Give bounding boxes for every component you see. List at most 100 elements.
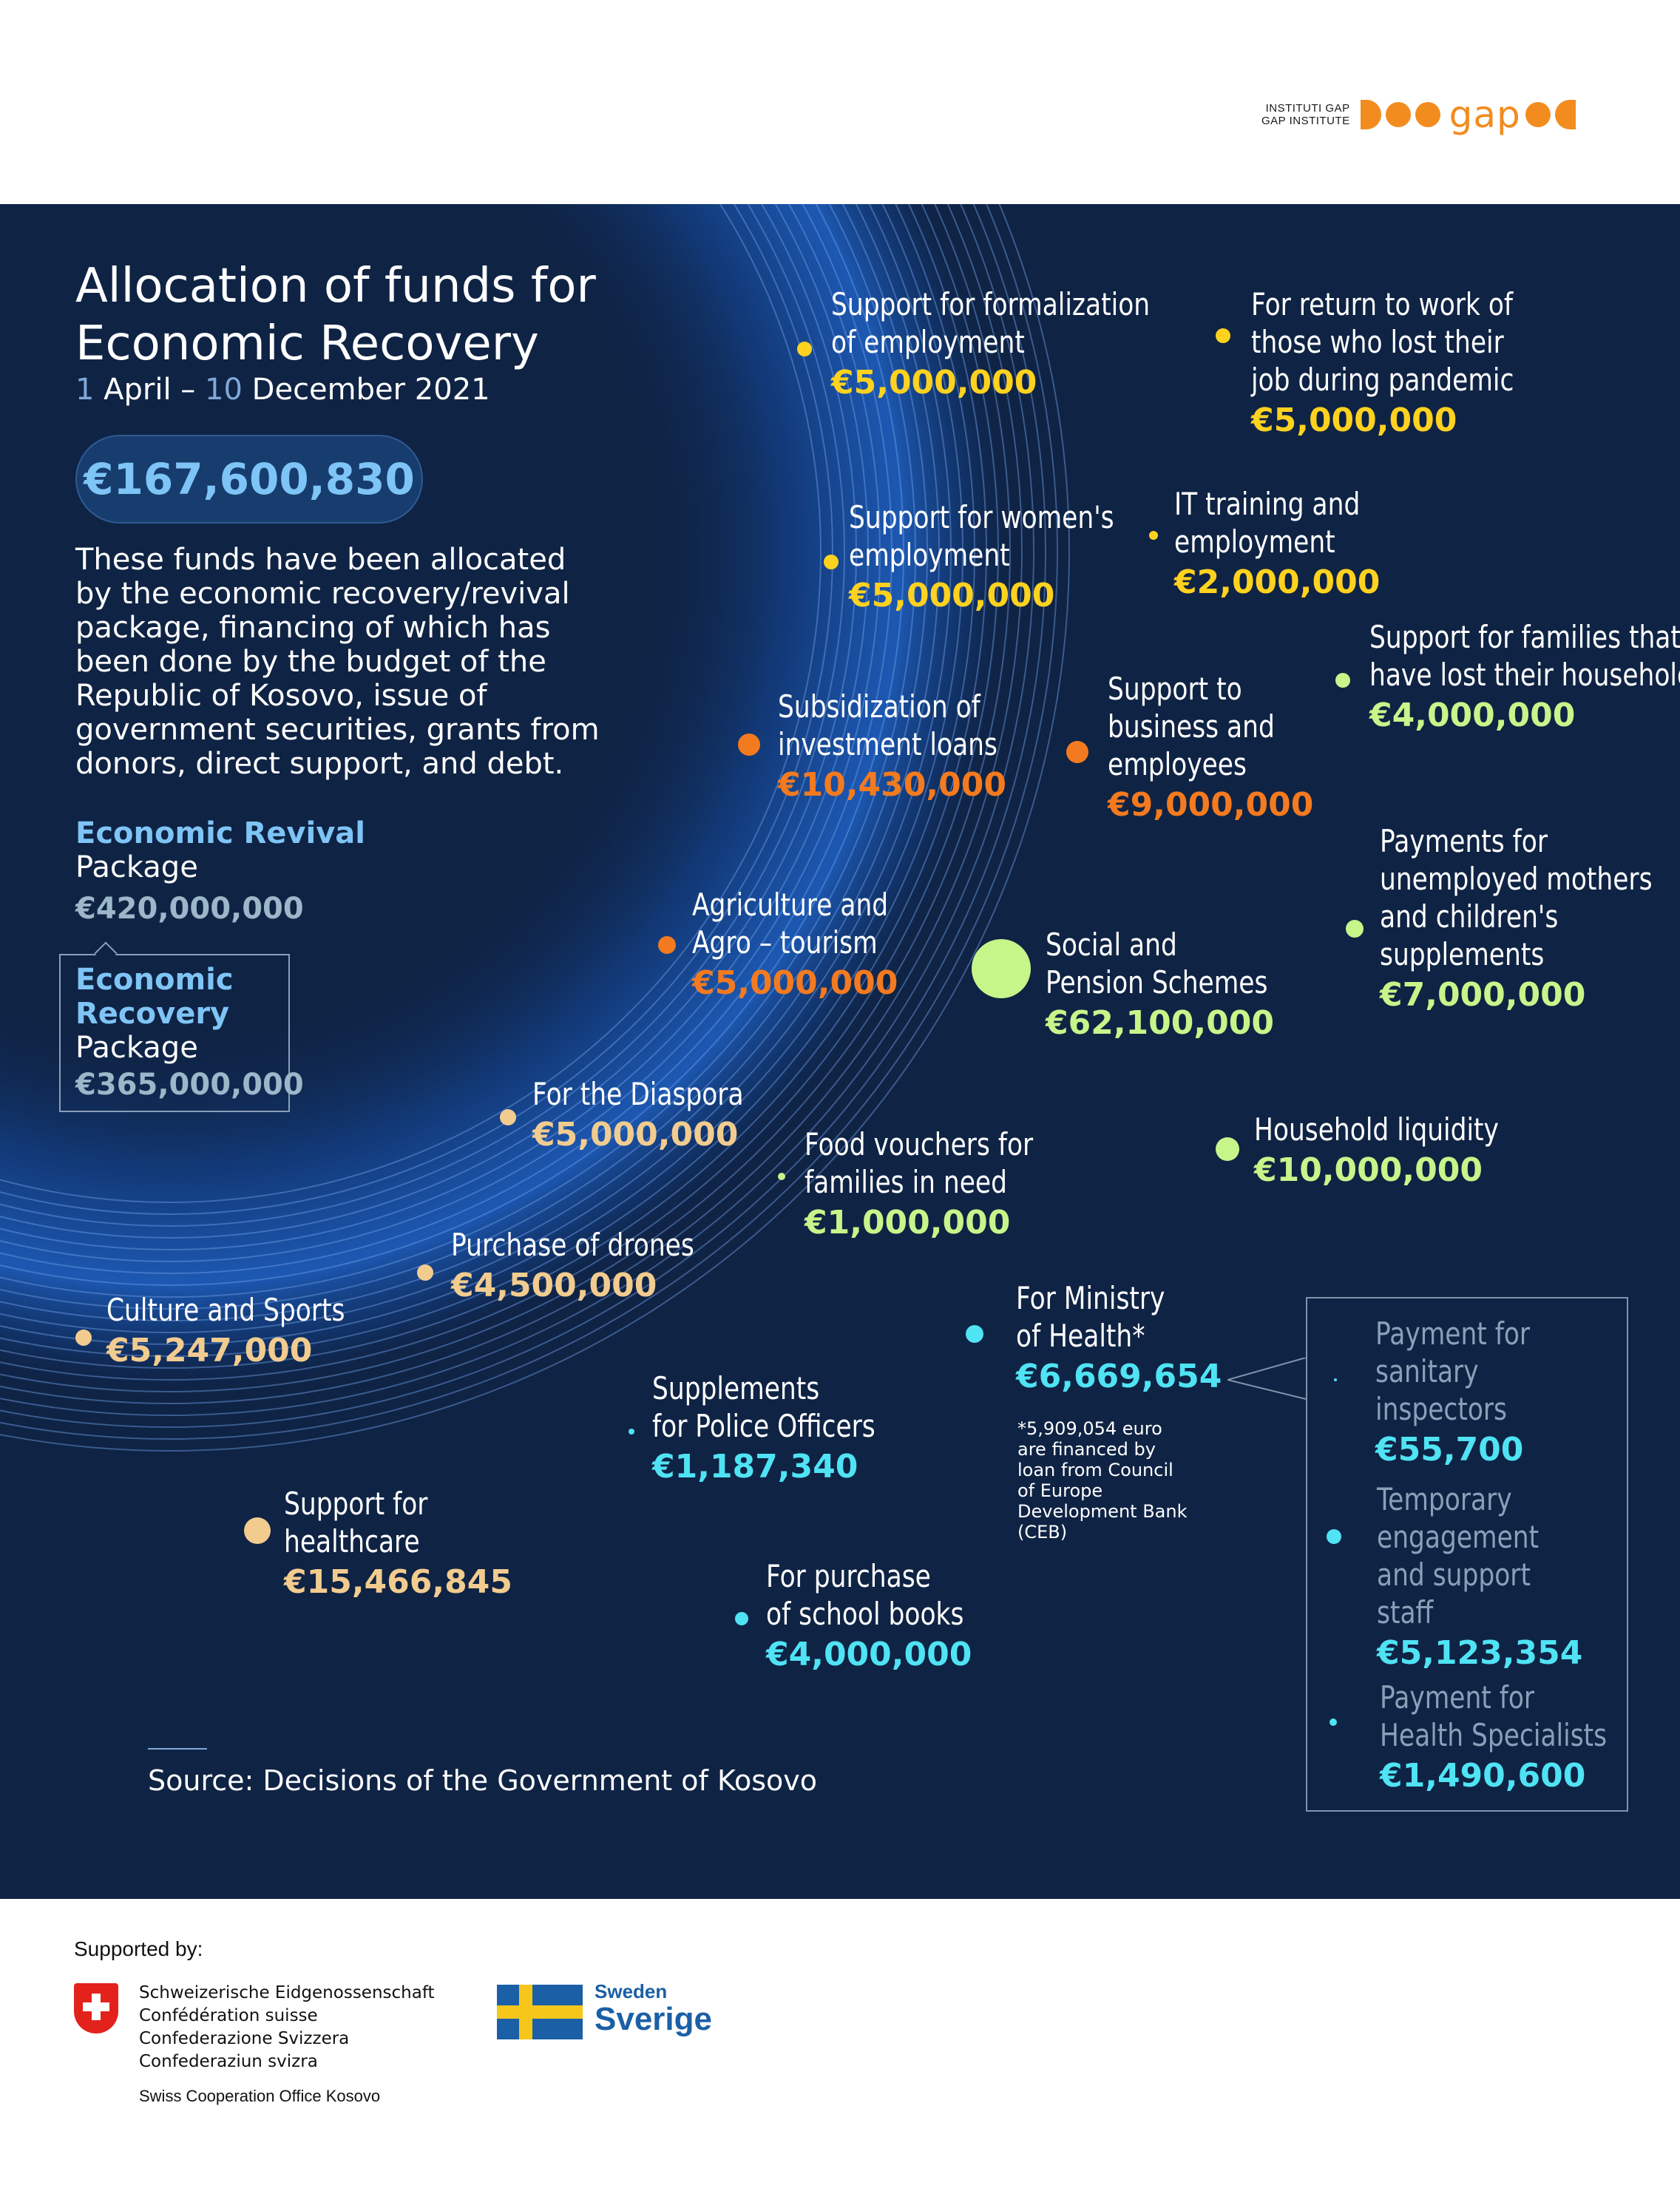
food-vouchers-dot-icon (778, 1173, 785, 1180)
date-range: 1 April – 10 December 2021 (75, 373, 490, 407)
item-value: €2,000,000 (1174, 563, 1381, 601)
item-label: For the Diaspora (532, 1076, 744, 1112)
recovery-package-value: €365,000,000 (75, 1068, 304, 1102)
item-label: Subsidization of (778, 688, 980, 725)
decorative-arc (0, 204, 857, 1239)
decorative-arc (0, 204, 940, 1321)
revival-package-title: Economic Revival (75, 816, 365, 850)
logo-half-dot-icon (1554, 100, 1576, 129)
item-label: Culture and Sports (106, 1292, 345, 1328)
police-dot-icon (629, 1429, 634, 1435)
item-value: €9,000,000 (1108, 786, 1314, 824)
item-sanitary-inspectors: Payment for sanitary inspectors €55,700 (1375, 1315, 1564, 1469)
item-value: €5,123,354 (1377, 1634, 1583, 1672)
swiss-line-3: Confederazione Svizzera (139, 2029, 350, 2048)
sverige-label: Sverige (595, 2001, 712, 2037)
item-label: families in need (805, 1164, 1007, 1200)
item-value: €4,500,000 (451, 1267, 657, 1304)
item-household-liquidity: Household liquidity €10,000,000 (1254, 1111, 1553, 1189)
breakdown-callout-pointer (1227, 1358, 1307, 1400)
logo-subtitle-line-1: INSTITUTI GAP (1265, 102, 1350, 115)
item-label: Food vouchers for (805, 1126, 1034, 1162)
item-label: for Police Officers (652, 1408, 875, 1444)
decorative-arc (0, 204, 1023, 1404)
item-label: Agro – tourism (692, 924, 878, 961)
item-label: Payment for (1375, 1315, 1531, 1352)
ministry-health-footnote: *5,909,054 euro are financed by loan fro… (1017, 1418, 1188, 1542)
gap-institute-logo: INSTITUTI GAP GAP INSTITUTE gap (1261, 95, 1580, 135)
item-label: job during pandemic (1251, 362, 1514, 398)
title-line-2: Economic Recovery (75, 316, 539, 371)
page-title: Allocation of funds for Economic Recover… (75, 257, 596, 373)
healthcare-dot-icon (244, 1517, 271, 1544)
item-healthcare: Support for healthcare €15,466,845 (284, 1485, 512, 1601)
decorative-arc (0, 204, 916, 1298)
item-label: IT training and (1174, 486, 1361, 522)
item-label: inspectors (1375, 1391, 1508, 1427)
decorative-arc (0, 204, 869, 1250)
item-value: €1,187,340 (652, 1448, 858, 1486)
recovery-package-box (59, 954, 290, 1112)
item-label: employment (849, 537, 1010, 573)
decorative-arc (0, 204, 904, 1286)
swiss-line-1: Schweizerische Eidgenossenschaft (139, 1983, 435, 2002)
culture-sports-dot-icon (75, 1330, 92, 1346)
item-value: €5,000,000 (831, 364, 1037, 402)
it-training-dot-icon (1149, 531, 1158, 540)
ministry-health-dot-icon (966, 1325, 983, 1343)
item-value: €7,000,000 (1380, 976, 1586, 1014)
description: These funds have been allocated by the e… (75, 543, 600, 781)
item-label: Payment for (1380, 1679, 1535, 1716)
item-unemployed-mothers: Payments for unemployed mothers and chil… (1380, 822, 1680, 1014)
item-value: €15,466,845 (284, 1563, 512, 1601)
swiss-confederation-text: Schweizerische Eidgenossenschaft Confédé… (139, 1982, 435, 2073)
swiss-cross-icon (83, 2002, 109, 2011)
decorative-arc (0, 204, 928, 1310)
logo-wordmark: gap (1449, 93, 1521, 136)
recovery-package-label: Package (75, 1031, 198, 1065)
item-value: €5,000,000 (849, 577, 1055, 614)
item-label: of employment (831, 324, 1025, 360)
health-specialists-dot-icon (1330, 1718, 1337, 1726)
decorative-arc (0, 204, 1070, 1452)
item-label: of school books (766, 1596, 964, 1632)
logo-dot-icon (1525, 102, 1551, 127)
total-amount: €167,600,830 (84, 454, 415, 504)
logo-half-dot-icon (1360, 100, 1381, 129)
item-school-books: For purchase of school books €4,000,000 (766, 1557, 1007, 1673)
families-household-dot-icon (1335, 673, 1350, 688)
item-value: €6,669,654 (1016, 1358, 1222, 1395)
investment-loans-dot-icon (738, 734, 760, 756)
item-label: staff (1377, 1594, 1434, 1630)
item-value: €5,000,000 (1251, 402, 1457, 439)
item-diaspora: For the Diaspora €5,000,000 (532, 1075, 790, 1154)
item-value: €5,247,000 (106, 1332, 313, 1369)
item-temporary-staff: Temporary engagement and support staff €… (1377, 1480, 1582, 1672)
decorative-arc (0, 204, 1046, 1428)
temporary-staff-dot-icon (1327, 1529, 1341, 1544)
title-line-1: Allocation of funds for (75, 259, 596, 314)
item-label: Supplements (652, 1370, 820, 1406)
date-start-day: 1 (75, 373, 95, 407)
logo-dot-icon (1385, 102, 1411, 127)
item-label: Support to (1108, 671, 1242, 707)
item-label: Pension Schemes (1046, 964, 1268, 1000)
logo-subtitle: INSTITUTI GAP GAP INSTITUTE (1261, 102, 1350, 127)
item-label: sanitary (1375, 1353, 1479, 1389)
sweden-flag-cross-icon (497, 2005, 583, 2019)
item-culture-sports: Culture and Sports €5,247,000 (106, 1291, 397, 1369)
item-label: those who lost their (1251, 324, 1504, 360)
item-label: have lost their household (1369, 657, 1680, 693)
sanitary-dot-icon (1334, 1378, 1337, 1381)
item-label: of Health* (1016, 1318, 1145, 1354)
item-label: healthcare (284, 1523, 420, 1560)
item-value: €1,490,600 (1380, 1757, 1586, 1795)
decorative-arc (0, 204, 881, 1262)
item-investment-loans: Subsidization of investment loans €10,43… (778, 688, 1046, 804)
swiss-line-2: Confédération suisse (139, 2006, 318, 2025)
item-label: and children's (1380, 898, 1559, 935)
date-start-month: April – (94, 373, 206, 407)
logo-subtitle-line-2: GAP INSTITUTE (1261, 115, 1350, 127)
item-label: Agriculture and (692, 887, 889, 923)
item-label: For return to work of (1251, 286, 1514, 322)
